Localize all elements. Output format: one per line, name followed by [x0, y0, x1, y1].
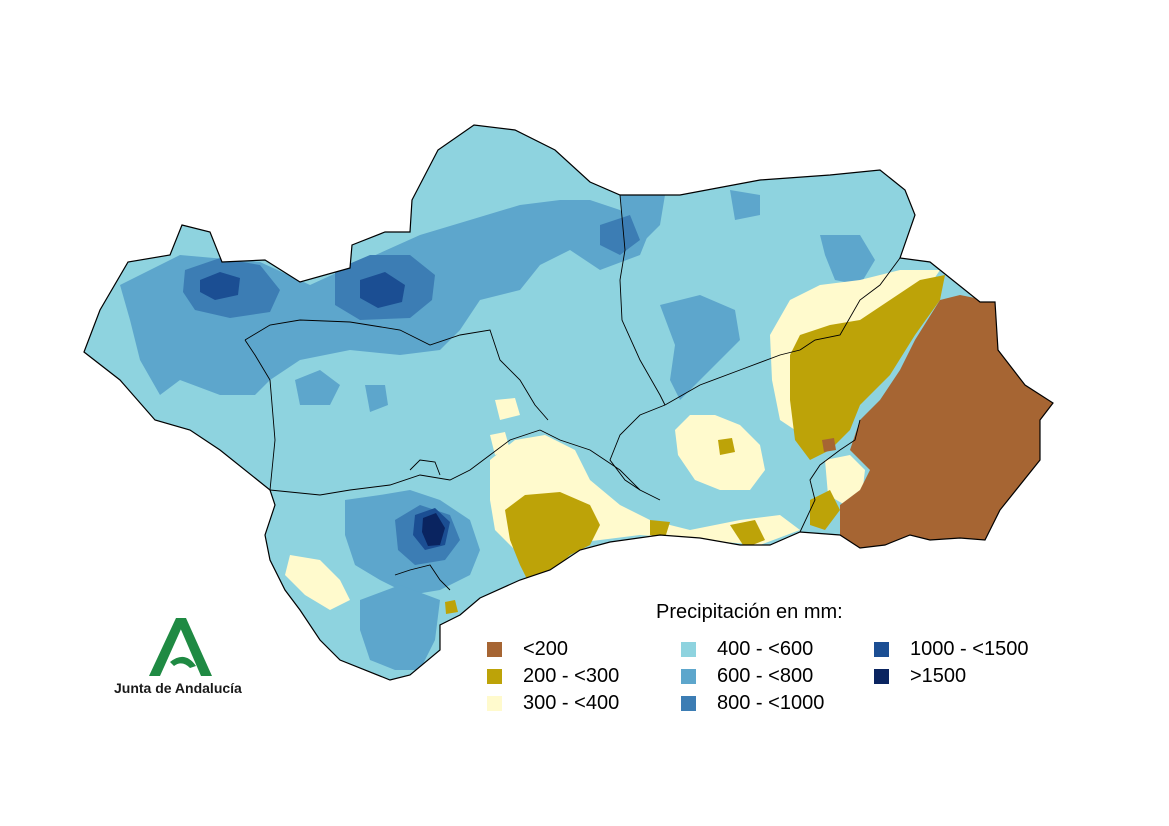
- zone-under-200: [840, 295, 1053, 548]
- junta-logo-mark: [149, 618, 212, 676]
- legend-item-200-300: 200 - <300: [487, 665, 619, 687]
- zones-200-300: [445, 275, 945, 614]
- legend-item-800-1000: 800 - <1000: [681, 692, 824, 714]
- legend-swatch-400-600: [681, 641, 696, 657]
- zone-over-1500: [422, 513, 445, 546]
- legend-label-600-800: 600 - <800: [717, 664, 814, 687]
- legend-swatch-600-800: [681, 668, 696, 684]
- legend-label-over-1500: >1500: [910, 664, 967, 687]
- legend-label-200-300: 200 - <300: [523, 664, 620, 687]
- legend-item-400-600: 400 - <600: [681, 638, 813, 660]
- legend-swatch-1000-1500: [874, 641, 889, 657]
- legend-item-over-1500: >1500: [874, 665, 966, 687]
- legend-label-under-200: <200: [523, 637, 569, 660]
- legend-item-300-400: 300 - <400: [487, 692, 619, 714]
- legend-swatch-300-400: [487, 695, 502, 711]
- legend-label-800-1000: 800 - <1000: [717, 691, 825, 714]
- legend-item-600-800: 600 - <800: [681, 665, 813, 687]
- legend-item-1000-1500: 1000 - <1500: [874, 638, 1028, 660]
- legend-label-1000-1500: 1000 - <1500: [910, 637, 1029, 660]
- legend-swatch-200-300: [487, 668, 502, 684]
- legend-swatch-800-1000: [681, 695, 696, 711]
- legend-label-400-600: 400 - <600: [717, 637, 814, 660]
- legend-title: Precipitación en mm:: [656, 601, 843, 623]
- logo-text: Junta de Andalucía: [114, 680, 242, 696]
- province-borders: [83, 124, 1054, 681]
- zone-under-200-spot: [822, 438, 836, 452]
- legend-label-300-400: 300 - <400: [523, 691, 620, 714]
- legend-item-under-200: <200: [487, 638, 568, 660]
- legend-swatch-over-1500: [874, 668, 889, 684]
- legend-swatch-under-200: [487, 641, 502, 657]
